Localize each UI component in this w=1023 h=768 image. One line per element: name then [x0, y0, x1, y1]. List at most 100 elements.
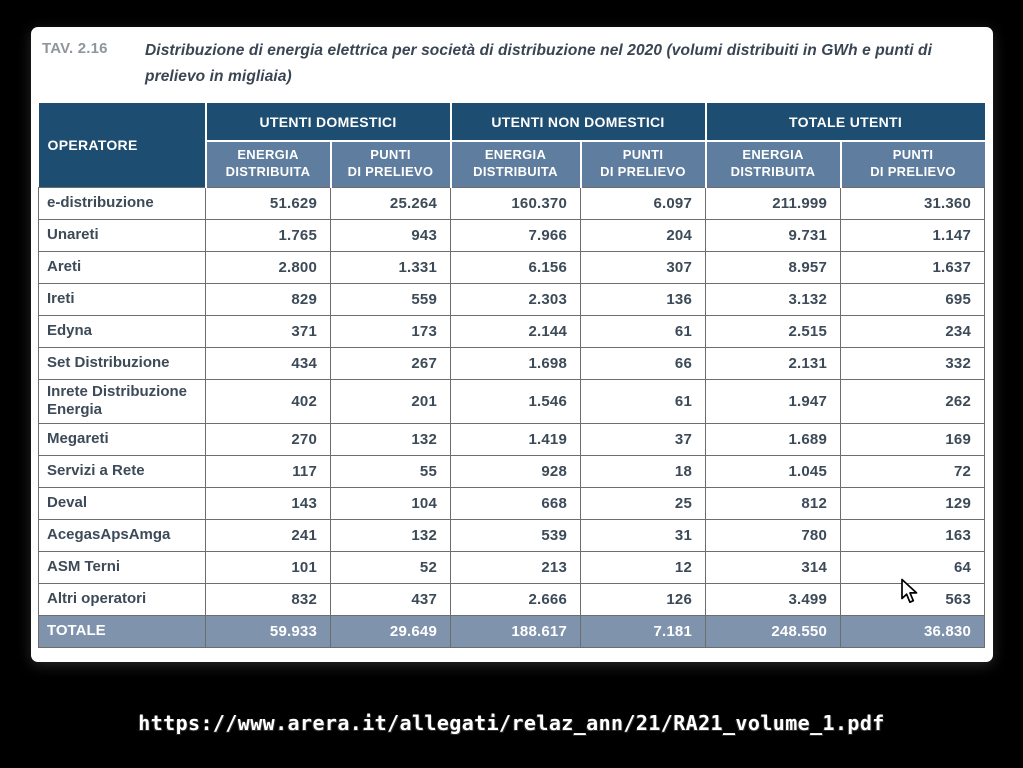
value-cell: 55	[330, 455, 451, 488]
value-cell: 163	[840, 519, 986, 552]
table-row: Deval 143 104 668 25 812 129	[38, 487, 986, 520]
value-cell: 129	[840, 487, 986, 520]
value-cell: 2.144	[450, 314, 581, 348]
header-operatore: OPERATORE	[38, 103, 207, 187]
value-cell: 371	[205, 314, 331, 348]
table-caption: TAV. 2.16 Distribuzione di energia elett…	[42, 38, 980, 89]
value-cell: 332	[840, 346, 986, 380]
table-row: Altri operatori 832 437 2.666 126 3.499 …	[38, 583, 986, 616]
value-cell: 201	[330, 378, 451, 424]
value-cell: 668	[450, 487, 581, 520]
value-cell: 1.698	[450, 346, 581, 380]
subheader-energia-tot: ENERGIA DISTRIBUITA	[704, 141, 841, 187]
value-cell: 61	[579, 314, 707, 348]
operator-cell: Megareti	[38, 423, 206, 456]
table-row: AcegasApsAmga 241 132 539 31 780 163	[38, 519, 986, 552]
value-cell: 52	[330, 551, 451, 584]
value-cell: 1.045	[705, 455, 842, 488]
value-cell: 1.147	[840, 218, 986, 252]
value-cell: 8.957	[705, 250, 842, 284]
value-cell: 241	[205, 519, 331, 552]
value-cell: 169	[840, 423, 986, 456]
table-row: Megareti 270 132 1.419 37 1.689 169	[38, 423, 986, 456]
value-cell: 928	[450, 455, 581, 488]
value-cell: 234	[840, 314, 986, 348]
value-cell: 31.360	[840, 186, 986, 220]
value-cell: 402	[205, 378, 331, 424]
value-cell: 262	[840, 378, 986, 424]
table-row: Set Distribuzione 434 267 1.698 66 2.131…	[38, 346, 986, 380]
table-row: Unareti 1.765 943 7.966 204 9.731 1.147	[38, 218, 986, 252]
table-body: e-distribuzione 51.629 25.264 160.370 6.…	[38, 186, 986, 648]
value-cell: 64	[840, 551, 986, 584]
operator-cell: Areti	[38, 250, 206, 284]
operator-cell: Edyna	[38, 314, 206, 348]
value-cell: 132	[330, 519, 451, 552]
value-cell: 6.097	[579, 186, 707, 220]
value-cell: 25.264	[330, 186, 451, 220]
table-row: Areti 2.800 1.331 6.156 307 8.957 1.637	[38, 250, 986, 284]
table-title: Distribuzione di energia elettrica per s…	[145, 42, 932, 85]
value-cell: 37	[579, 423, 707, 456]
operator-cell: TOTALE	[38, 615, 206, 648]
table-number: TAV. 2.16	[42, 40, 108, 57]
value-cell: 2.131	[705, 346, 842, 380]
operator-cell: Deval	[38, 487, 206, 520]
subheader-punti-nondom: PUNTI DI PRELIEVO	[579, 141, 706, 187]
value-cell: 117	[205, 455, 331, 488]
value-cell: 1.546	[450, 378, 581, 424]
value-cell: 136	[579, 282, 707, 316]
value-cell: 59.933	[205, 615, 331, 648]
distribution-table: OPERATORE UTENTI DOMESTICI UTENTI NON DO…	[38, 103, 986, 648]
value-cell: 3.132	[705, 282, 842, 316]
value-cell: 12	[579, 551, 707, 584]
value-cell: 307	[579, 250, 707, 284]
value-cell: 160.370	[450, 186, 581, 220]
source-url-text: https://www.arera.it/allegati/relaz_ann/…	[138, 711, 885, 735]
value-cell: 1.419	[450, 423, 581, 456]
value-cell: 31	[579, 519, 707, 552]
value-cell: 36.830	[840, 615, 986, 648]
value-cell: 173	[330, 314, 451, 348]
value-cell: 695	[840, 282, 986, 316]
table-row: Ireti 829 559 2.303 136 3.132 695	[38, 282, 986, 316]
value-cell: 204	[579, 218, 707, 252]
value-cell: 143	[205, 487, 331, 520]
operator-cell: Set Distribuzione	[38, 346, 206, 380]
subheader-punti-dom: PUNTI DI PRELIEVO	[329, 141, 451, 187]
value-cell: 25	[579, 487, 707, 520]
value-cell: 7.966	[450, 218, 581, 252]
value-cell: 2.303	[450, 282, 581, 316]
value-cell: 943	[330, 218, 451, 252]
value-cell: 2.515	[705, 314, 842, 348]
value-cell: 61	[579, 378, 707, 424]
value-cell: 267	[330, 346, 451, 380]
operator-cell: Unareti	[38, 218, 206, 252]
header-group-non-domestici: UTENTI NON DOMESTICI	[449, 103, 706, 142]
value-cell: 29.649	[330, 615, 451, 648]
value-cell: 832	[205, 583, 331, 616]
value-cell: 6.156	[450, 250, 581, 284]
value-cell: 539	[450, 519, 581, 552]
document-page: TAV. 2.16 Distribuzione di energia elett…	[31, 27, 993, 662]
value-cell: 9.731	[705, 218, 842, 252]
table-row: ASM Terni 101 52 213 12 314 64	[38, 551, 986, 584]
value-cell: 2.666	[450, 583, 581, 616]
subheader-energia-nondom: ENERGIA DISTRIBUITA	[449, 141, 581, 187]
value-cell: 563	[840, 583, 986, 616]
value-cell: 66	[579, 346, 707, 380]
value-cell: 104	[330, 487, 451, 520]
operator-cell: Ireti	[38, 282, 206, 316]
value-cell: 812	[705, 487, 842, 520]
header-group-totale: TOTALE UTENTI	[704, 103, 985, 142]
value-cell: 1.765	[205, 218, 331, 252]
value-cell: 3.499	[705, 583, 842, 616]
value-cell: 1.947	[705, 378, 842, 424]
operator-cell: Inrete Distribuzione Energia	[38, 378, 206, 424]
value-cell: 101	[205, 551, 331, 584]
operator-cell: Servizi a Rete	[38, 455, 206, 488]
table-row: e-distribuzione 51.629 25.264 160.370 6.…	[38, 186, 986, 220]
value-cell: 780	[705, 519, 842, 552]
value-cell: 270	[205, 423, 331, 456]
